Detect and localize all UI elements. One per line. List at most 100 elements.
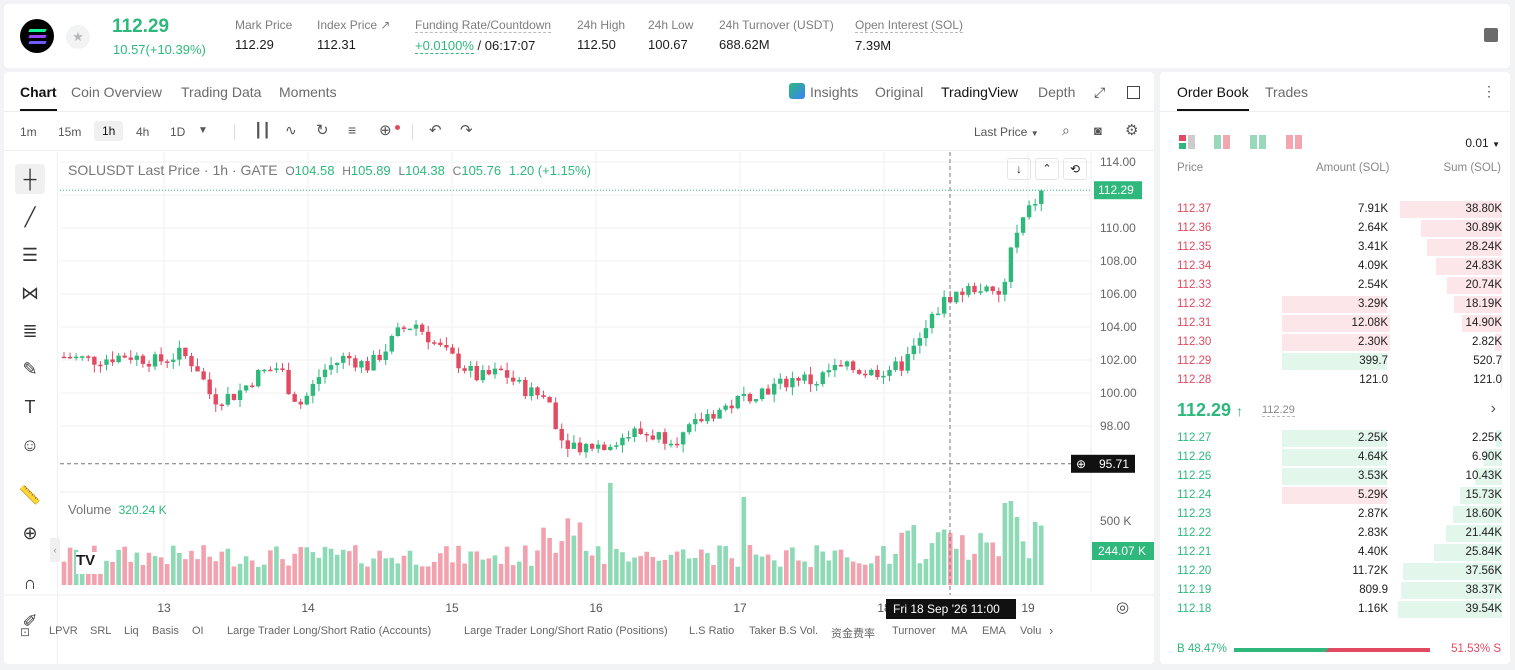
indicator-taker-vol[interactable]: Taker B.S Vol. xyxy=(749,625,819,637)
indicator-basis[interactable]: Basis xyxy=(152,625,179,637)
template-icon[interactable]: ≡ xyxy=(348,122,357,138)
funding-rate-value: +0.0100% xyxy=(415,38,474,54)
ask-row[interactable]: 112.33 2.54K 20.74K xyxy=(1160,276,1510,295)
chevron-right-icon[interactable]: › xyxy=(1490,400,1496,417)
book-icon[interactable] xyxy=(1484,28,1498,42)
candle-body xyxy=(935,313,941,316)
candle-type-icon[interactable]: ┃┃ xyxy=(254,122,271,138)
camera-icon[interactable]: ◙ xyxy=(1094,123,1102,138)
bid-row[interactable]: 112.24 5.29K 15.73K xyxy=(1160,486,1510,505)
indicator-volume[interactable]: Volu xyxy=(1020,625,1042,637)
bid-row[interactable]: 112.23 2.87K 18.60K xyxy=(1160,505,1510,524)
legend-l-label: L xyxy=(398,164,406,178)
ask-row[interactable]: 112.36 2.64K 30.89K xyxy=(1160,219,1510,238)
timeframe-15m[interactable]: 15m xyxy=(58,125,82,139)
search-icon[interactable]: ⌕ xyxy=(1062,122,1070,138)
horizontal-lines-icon[interactable]: ☰ xyxy=(21,245,39,265)
stat-funding-rate[interactable]: Funding Rate/Countdown +0.0100% / 06:17:0… xyxy=(415,18,552,54)
indicators-icon[interactable]: ∿ xyxy=(285,122,297,138)
emoji-icon[interactable]: ☺ xyxy=(20,435,40,455)
bid-row[interactable]: 112.18 1.16K 39.54K xyxy=(1160,600,1510,619)
timeframe-dropdown-icon[interactable]: ▼ xyxy=(198,125,208,136)
indicator-lpvr[interactable]: LPVR xyxy=(49,625,78,637)
collapse-toolbar-handle[interactable]: ‹ xyxy=(50,538,60,562)
zoom-in-icon[interactable]: ⊕ xyxy=(22,523,38,543)
timeframe-1h[interactable]: 1h xyxy=(94,121,124,141)
undo-icon[interactable]: ↶ xyxy=(429,122,442,139)
ask-row[interactable]: 112.29 399.7 520.7 xyxy=(1160,352,1510,371)
ask-row[interactable]: 112.35 3.41K 28.24K xyxy=(1160,238,1510,257)
refresh-icon[interactable]: ⟲ xyxy=(1063,158,1087,180)
replay-icon[interactable]: ↻ xyxy=(316,122,329,139)
tab-insights[interactable]: Insights xyxy=(810,84,859,100)
fib-icon[interactable]: ≣ xyxy=(22,321,38,341)
ask-row[interactable]: 112.30 2.30K 2.82K xyxy=(1160,333,1510,352)
tab-depth[interactable]: Depth xyxy=(1038,84,1076,100)
bid-row[interactable]: 112.21 4.40K 25.84K xyxy=(1160,543,1510,562)
text-tool-icon[interactable]: T xyxy=(24,397,36,417)
ask-row[interactable]: 112.31 12.08K 14.90K xyxy=(1160,314,1510,333)
tab-order-book[interactable]: Order Book xyxy=(1177,84,1249,111)
indicator-ema[interactable]: EMA xyxy=(982,625,1006,637)
bid-row[interactable]: 112.22 2.83K 21.44K xyxy=(1160,524,1510,543)
stat-index-price[interactable]: Index Price ↗ 112.31 xyxy=(317,18,391,52)
bid-row[interactable]: 112.25 3.53K 10.43K xyxy=(1160,467,1510,486)
tab-trading-data[interactable]: Trading Data xyxy=(181,84,262,100)
indicator-lt-accounts[interactable]: Large Trader Long/Short Ratio (Accounts) xyxy=(227,625,432,637)
ask-row[interactable]: 112.34 4.09K 24.83K xyxy=(1160,257,1510,276)
price-chart[interactable]: 114.00112.00110.00108.00106.00104.00102.… xyxy=(4,152,1154,622)
indicator-funding-rate[interactable]: 资金费率 xyxy=(831,628,875,640)
indicator-lt-positions[interactable]: Large Trader Long/Short Ratio (Positions… xyxy=(464,625,668,637)
tab-coin-overview[interactable]: Coin Overview xyxy=(71,84,163,100)
trend-line-icon[interactable]: ╱ xyxy=(24,207,36,227)
bid-row[interactable]: 112.20 11.72K 37.56K xyxy=(1160,562,1510,581)
tab-trades[interactable]: Trades xyxy=(1265,84,1309,100)
tab-chart[interactable]: Chart xyxy=(20,84,57,111)
tab-original[interactable]: Original xyxy=(875,84,924,100)
collapse-icon[interactable]: ⌃ xyxy=(1035,158,1059,180)
lock-icon[interactable]: ⊡ xyxy=(20,625,31,639)
window-icon[interactable] xyxy=(1127,86,1140,99)
candle-body xyxy=(869,369,874,376)
price-type-select[interactable]: Last Price ▼ xyxy=(974,125,1039,139)
redo-icon[interactable]: ↷ xyxy=(460,122,473,139)
timeframe-4h[interactable]: 4h xyxy=(136,125,150,139)
magnet-icon[interactable]: ∩ xyxy=(23,573,37,593)
ruler-icon[interactable]: 📏 xyxy=(18,485,42,505)
toolbar-divider xyxy=(412,124,413,140)
brush-icon[interactable]: ✎ xyxy=(22,359,38,379)
pencil-lock-icon[interactable]: ✐ xyxy=(22,611,38,631)
layout-mixed-icon[interactable] xyxy=(1214,135,1230,149)
crosshair-icon[interactable]: ┼ xyxy=(15,164,45,194)
add-indicator-icon[interactable]: ⊕ xyxy=(379,122,392,139)
layout-asks-icon[interactable] xyxy=(1286,135,1302,149)
ask-row[interactable]: 112.37 7.91K 38.80K xyxy=(1160,200,1510,219)
tab-tradingview[interactable]: TradingView xyxy=(941,84,1019,100)
timeframe-1m[interactable]: 1m xyxy=(20,125,37,139)
tab-moments[interactable]: Moments xyxy=(279,84,337,100)
indicator-ma[interactable]: MA xyxy=(951,625,968,637)
precision-select[interactable]: 0.01 ▼ xyxy=(1465,136,1500,150)
bid-row[interactable]: 112.26 4.64K 6.90K xyxy=(1160,448,1510,467)
settings-gear-icon[interactable]: ⚙ xyxy=(1125,122,1139,139)
ask-row[interactable]: 112.32 3.29K 18.19K xyxy=(1160,295,1510,314)
bid-row[interactable]: 112.19 809.9 38.37K xyxy=(1160,581,1510,600)
layout-both-icon[interactable] xyxy=(1179,135,1195,149)
chart-settings-icon[interactable]: ◎ xyxy=(1116,599,1130,616)
pattern-icon[interactable]: ⋈ xyxy=(21,283,39,303)
expand-icon[interactable]: ⤢ xyxy=(1094,84,1106,100)
chevron-right-icon[interactable]: › xyxy=(1049,623,1054,638)
indicator-turnover[interactable]: Turnover xyxy=(892,625,936,637)
indicator-ls-ratio[interactable]: L.S Ratio xyxy=(689,625,735,637)
ask-row[interactable]: 112.28 121.0 121.0 xyxy=(1160,371,1510,390)
bid-row[interactable]: 112.27 2.25K 2.25K xyxy=(1160,429,1510,448)
indicator-oi[interactable]: OI xyxy=(192,625,204,637)
indicator-liq[interactable]: Liq xyxy=(124,625,139,637)
arrow-down-icon[interactable]: ↓ xyxy=(1007,158,1031,180)
favorite-star-icon[interactable]: ★ xyxy=(66,25,90,49)
indicator-srl[interactable]: SRL xyxy=(90,625,112,637)
candle-body xyxy=(419,324,425,332)
timeframe-1d[interactable]: 1D xyxy=(170,125,186,139)
more-icon[interactable]: ⋮ xyxy=(1482,83,1496,99)
layout-bids-icon[interactable] xyxy=(1250,135,1266,149)
